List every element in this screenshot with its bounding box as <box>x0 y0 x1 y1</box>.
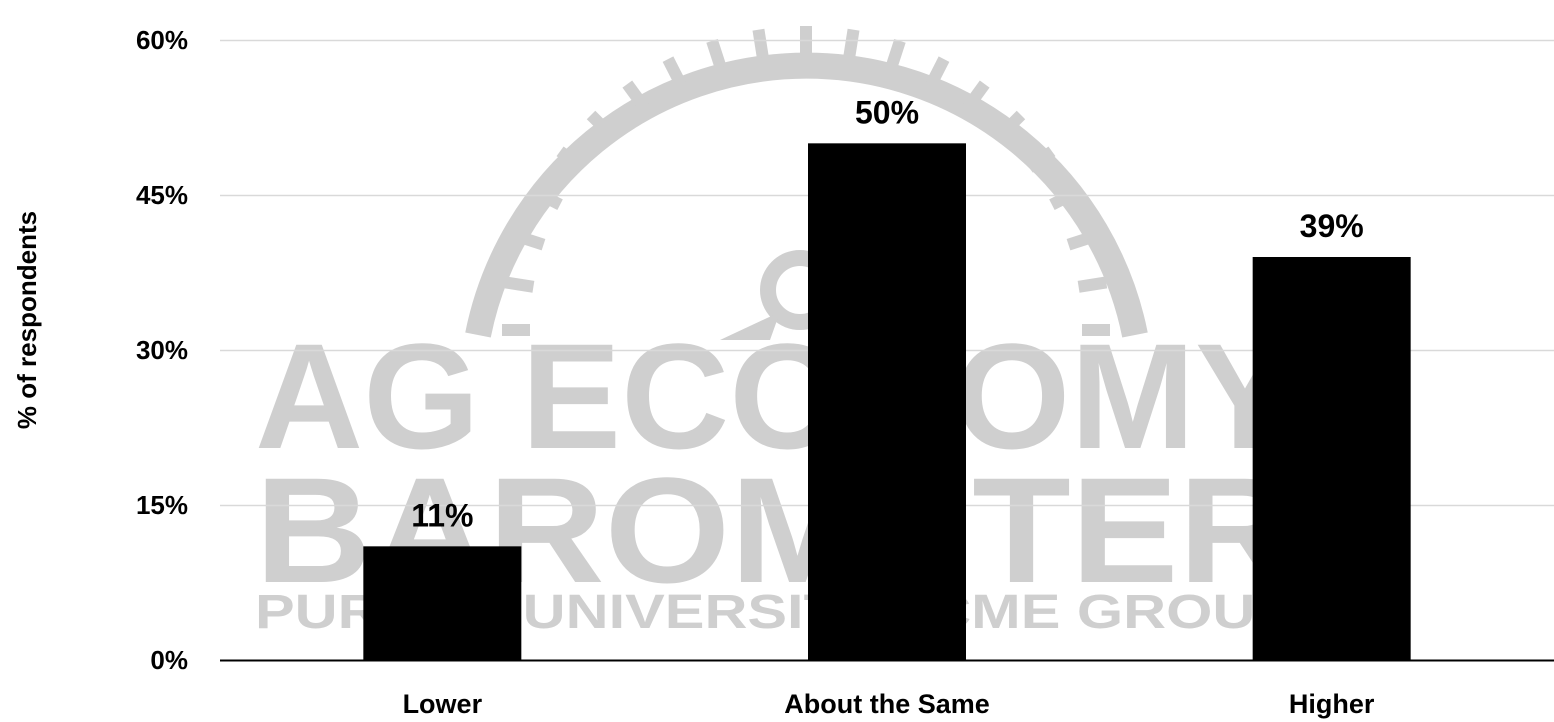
x-axis-category-labels: Lower About the Same Higher <box>403 689 1375 719</box>
gauge-tick <box>996 110 1026 140</box>
gauge-tick <box>532 186 563 211</box>
gauge-tick <box>515 230 546 251</box>
bars <box>363 143 1411 661</box>
bar-lower <box>363 546 522 660</box>
gauge-tick <box>504 276 535 293</box>
gauge-tick <box>586 110 616 140</box>
x-tick-label: Lower <box>403 689 483 719</box>
y-tick-label: 45% <box>136 180 188 210</box>
gauge-tick <box>925 56 950 87</box>
gauge-tick <box>1077 276 1108 293</box>
gauge-tick <box>1066 230 1097 251</box>
gauge-tick <box>662 56 687 87</box>
gauge-tick <box>963 80 990 111</box>
watermark-line-1: AG ECONOMY <box>255 312 1295 480</box>
gauge-tick <box>1025 146 1056 173</box>
x-tick-label: About the Same <box>784 689 990 719</box>
y-tick-label: 0% <box>150 645 188 675</box>
y-tick-label: 60% <box>136 25 188 55</box>
gauge-tick <box>556 146 587 173</box>
bar-about-the-same <box>808 143 966 661</box>
gauge-tick <box>1049 186 1080 211</box>
gauge-tick <box>622 80 649 111</box>
ag-economy-barometer-watermark-logo: AG ECONOMY BAROMETER PURDUE UNIVERSITY |… <box>255 26 1295 639</box>
data-labels: 11% 50% 39% <box>411 94 1363 533</box>
gauge-tick <box>885 39 906 70</box>
gauge-tick <box>843 28 860 59</box>
bar-higher <box>1252 257 1411 660</box>
y-axis-title: % of respondents <box>12 211 42 429</box>
y-tick-label: 30% <box>136 335 188 365</box>
gauge-tick <box>502 324 530 336</box>
gauge-tick <box>1082 324 1110 336</box>
data-label: 50% <box>855 94 919 130</box>
y-axis-tick-labels: 0% 15% 30% 45% 60% <box>136 25 188 675</box>
gauge-tick-marks <box>502 26 1110 336</box>
data-label: 39% <box>1300 208 1364 244</box>
data-label: 11% <box>411 497 473 533</box>
x-tick-label: Higher <box>1289 689 1375 719</box>
y-tick-label: 15% <box>136 490 188 520</box>
gauge-tick <box>706 39 727 70</box>
gauge-tick <box>752 28 769 59</box>
